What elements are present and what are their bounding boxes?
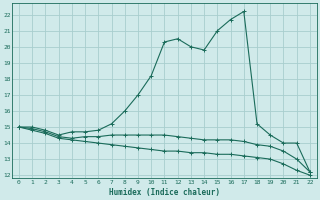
X-axis label: Humidex (Indice chaleur): Humidex (Indice chaleur) (109, 188, 220, 197)
